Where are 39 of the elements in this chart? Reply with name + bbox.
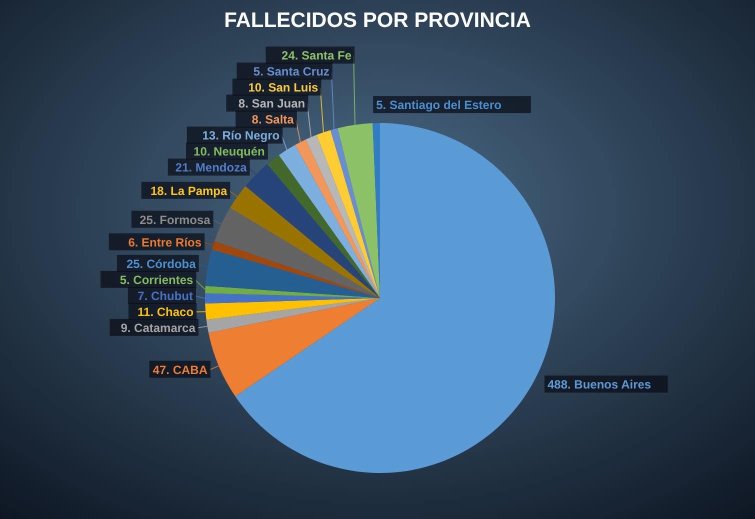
data-label: 7.	[138, 288, 148, 303]
data-label: 9.	[120, 320, 131, 335]
slice-label: Córdoba	[143, 256, 196, 271]
data-label: 8.	[238, 96, 248, 111]
slice-label: CABA	[169, 362, 208, 377]
slice-label: Santa Cruz	[263, 64, 330, 79]
data-label: 25.	[140, 212, 156, 227]
data-label: 10.	[248, 80, 265, 95]
data-label: 11.	[138, 304, 154, 319]
data-label: 18.	[150, 184, 168, 198]
data-label: 10.	[194, 144, 210, 159]
data-label: 5.	[376, 98, 386, 112]
slice-label: Chubut	[148, 288, 193, 303]
slice-label: Neuquén	[210, 144, 265, 159]
data-label: 5.	[120, 272, 130, 287]
slice-label: La Pampa	[167, 184, 228, 198]
slice-label: San Juan	[248, 96, 306, 111]
slice-label: Santiago del Estero	[386, 98, 502, 112]
slice-label: Catamarca	[130, 320, 196, 335]
data-label: 8.	[252, 112, 262, 127]
data-label: 13.	[202, 128, 219, 143]
slice-label: Formosa	[156, 212, 211, 227]
chart-title: FALLECIDOS POR PROVINCIA	[224, 9, 531, 32]
data-label: 6.	[128, 235, 138, 250]
slice-label: Salta	[262, 112, 294, 127]
slice-label: Mendoza	[192, 160, 248, 175]
slice-label: Chaco	[154, 304, 194, 319]
data-label: 47.	[152, 362, 170, 377]
data-label: 24.	[282, 48, 298, 63]
slice-label: Río Negro	[218, 128, 280, 143]
slice-label: Corrientes	[130, 272, 194, 287]
data-label: 21.	[175, 160, 192, 175]
data-label: 25.	[126, 256, 144, 271]
data-label: 5.	[253, 64, 264, 79]
slice-label: Entre Ríos	[138, 235, 202, 250]
slice-label: Buenos Aires	[570, 378, 652, 392]
slice-label: Santa Fe	[298, 48, 352, 63]
data-label: 488.	[547, 378, 571, 392]
slice-label: San Luis	[264, 80, 319, 95]
